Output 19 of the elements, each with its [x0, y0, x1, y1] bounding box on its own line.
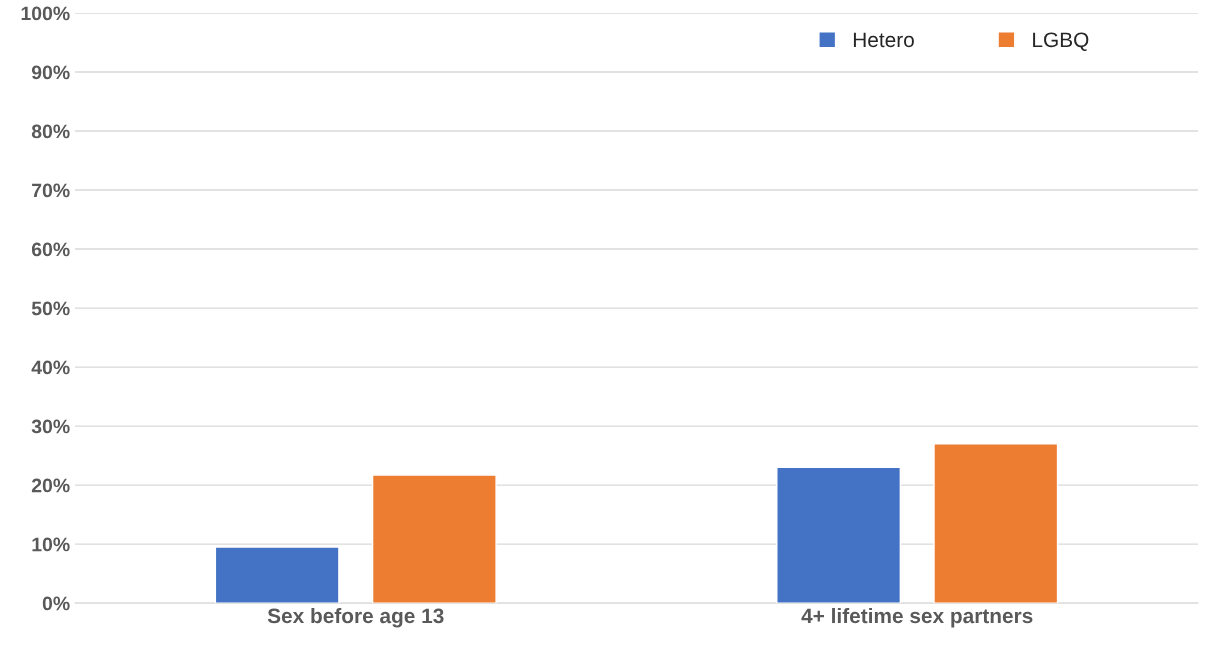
y-tick-label: 0% — [42, 596, 70, 611]
y-tick-label: 80% — [31, 124, 70, 139]
y-tick-label: 40% — [31, 360, 70, 375]
bar — [933, 443, 1059, 604]
y-tick-label: 20% — [31, 478, 70, 493]
y-tick-label: 10% — [32, 537, 70, 552]
y-tick-label: 30% — [31, 419, 70, 434]
y-tick-label: 90% — [31, 65, 70, 80]
bar — [214, 546, 340, 604]
x-tick-label: Sex before age 13 — [267, 607, 444, 628]
legend-label: Hetero — [853, 32, 914, 48]
y-tick-label: 70% — [32, 183, 70, 198]
bar — [776, 466, 902, 604]
y-tick-label: 50% — [31, 301, 70, 316]
legend-label: LGBQ — [1033, 32, 1089, 51]
y-tick-label: 100% — [21, 6, 70, 21]
y-tick-label: 60% — [31, 242, 70, 257]
x-tick-label: 4+ lifetime sex partners — [801, 607, 1033, 628]
bar — [371, 474, 497, 604]
